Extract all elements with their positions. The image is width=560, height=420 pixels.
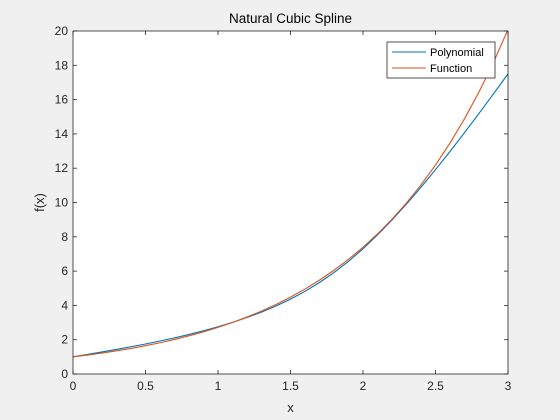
x-axis-label: x: [287, 400, 294, 415]
y-tick-label: 10: [55, 196, 69, 210]
chart-title: Natural Cubic Spline: [229, 11, 352, 26]
y-axis-label: f(x): [32, 193, 47, 212]
y-tick-label: 0: [61, 367, 68, 381]
series-layer: [73, 31, 508, 358]
y-tick-label: 4: [61, 298, 68, 312]
y-tick-label: 14: [55, 127, 69, 141]
y-tick-label: 18: [55, 58, 69, 72]
x-tick-label: 1.5: [282, 379, 299, 393]
y-tick-label: 6: [61, 264, 68, 278]
series-line-function: [73, 31, 508, 358]
y-tick-label: 8: [61, 230, 68, 244]
y-tick-label: 20: [55, 24, 69, 38]
legend-box: [386, 41, 496, 79]
x-tick-label: 0.5: [137, 379, 154, 393]
x-tick-label: 2: [360, 379, 367, 393]
plot-area: [73, 31, 508, 374]
x-tick-label: 1: [215, 379, 222, 393]
y-tick-label: 12: [55, 161, 69, 175]
tick-layer: 0 0.5 1 1.5 2 2.5 3 0 2 4 6 8 10 12 14 16 18 20: [55, 24, 512, 393]
legend-label-polynomial: Polynomial: [430, 47, 484, 59]
y-tick-label: 2: [61, 333, 68, 347]
y-tick-label: 16: [55, 93, 69, 107]
x-tick-label: 3: [505, 379, 512, 393]
legend-label-function: Function: [430, 63, 472, 75]
x-tick-label: 2.5: [427, 379, 444, 393]
series-line-polynomial: [73, 73, 508, 358]
legend: Polynomial Function: [386, 41, 496, 79]
x-tick-label: 0: [70, 379, 77, 393]
